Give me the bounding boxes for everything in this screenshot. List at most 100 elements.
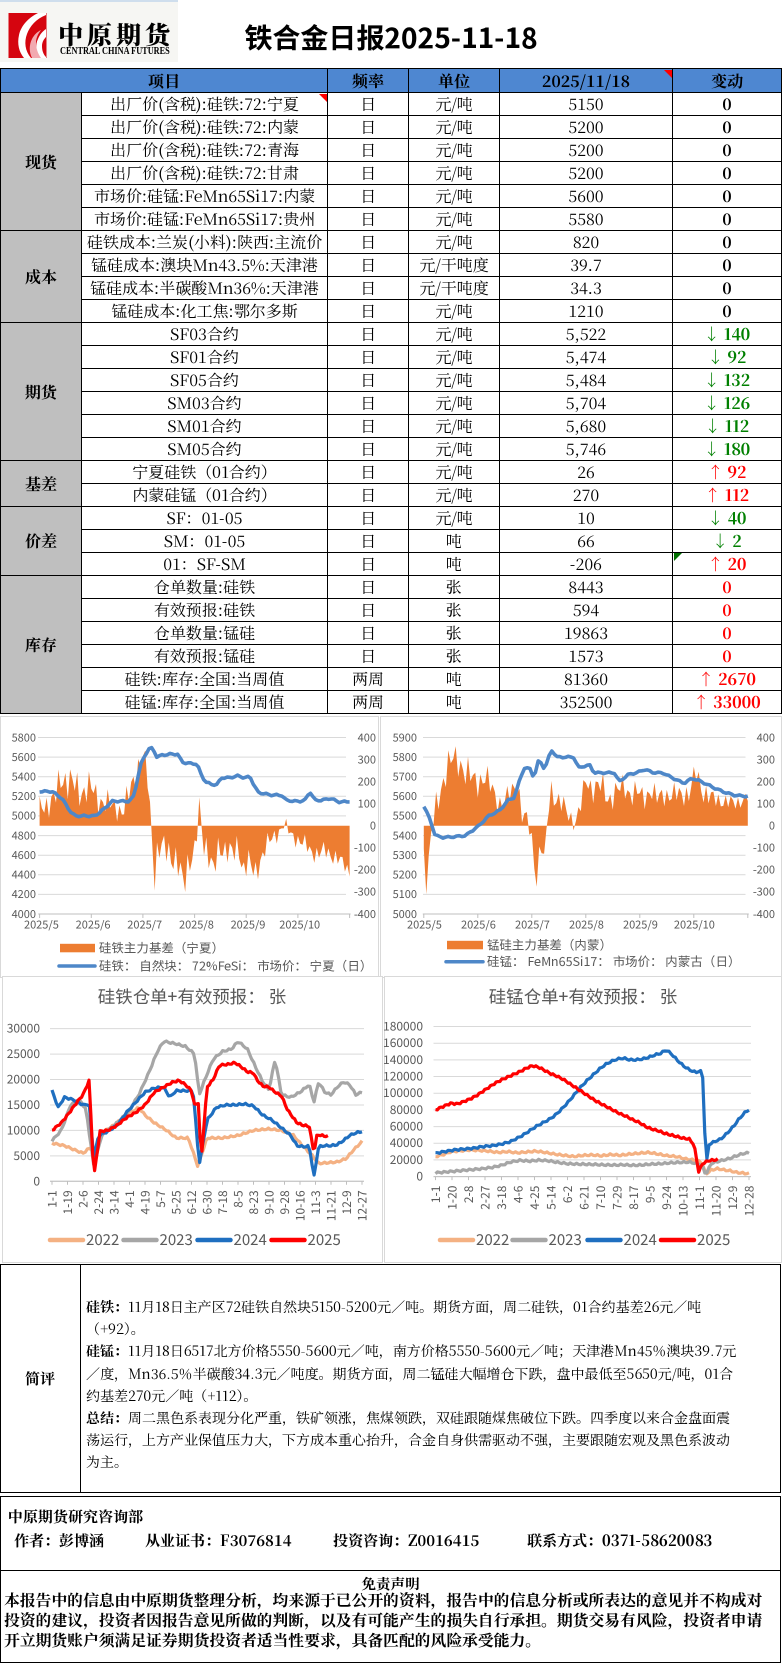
svg-text:2-27: 2-27	[477, 1185, 494, 1209]
svg-text:硅铁主力基差（宁夏）: 硅铁主力基差（宁夏）	[99, 938, 224, 957]
svg-text:4000: 4000	[12, 906, 36, 922]
svg-text:10-16: 10-16	[292, 1190, 309, 1221]
svg-text:5900: 5900	[393, 729, 417, 745]
svg-text:40000: 40000	[390, 1134, 424, 1151]
svg-text:5300: 5300	[393, 847, 417, 863]
svg-text:-300: -300	[753, 884, 775, 900]
svg-text:5000: 5000	[13, 1147, 40, 1164]
svg-text:5700: 5700	[393, 769, 417, 785]
svg-text:25000: 25000	[7, 1045, 41, 1062]
svg-text:0: 0	[33, 1172, 40, 1189]
svg-text:-400: -400	[354, 906, 376, 922]
svg-text:5000: 5000	[393, 906, 417, 922]
svg-text:6-2: 6-2	[559, 1185, 576, 1203]
svg-text:2025: 2025	[697, 1229, 730, 1250]
svg-text:2025/7: 2025/7	[127, 917, 162, 933]
svg-text:1-1: 1-1	[427, 1186, 444, 1203]
svg-text:12-9: 12-9	[338, 1190, 355, 1214]
svg-text:0: 0	[769, 818, 775, 834]
svg-text:7-29: 7-29	[609, 1185, 626, 1209]
svg-text:2025/6: 2025/6	[76, 917, 111, 933]
svg-text:硅铁： 自然块： 72%FeSi： 市场价： 宁夏（日）: 硅铁： 自然块： 72%FeSi： 市场价： 宁夏（日）	[99, 956, 372, 975]
svg-text:5400: 5400	[12, 769, 36, 785]
svg-text:10000: 10000	[7, 1121, 41, 1138]
svg-text:2-8: 2-8	[460, 1185, 477, 1203]
svg-text:2025: 2025	[308, 1229, 341, 1250]
svg-text:11-21: 11-21	[323, 1190, 340, 1221]
svg-text:2-24: 2-24	[90, 1190, 107, 1214]
svg-text:400: 400	[757, 729, 775, 745]
svg-text:120000: 120000	[384, 1068, 423, 1085]
svg-text:200: 200	[757, 773, 775, 789]
svg-text:4400: 4400	[12, 867, 36, 883]
svg-text:4800: 4800	[12, 827, 36, 843]
svg-text:5600: 5600	[12, 749, 36, 765]
svg-text:5-14: 5-14	[543, 1185, 560, 1209]
svg-text:2025/7: 2025/7	[515, 917, 550, 933]
svg-text:4600: 4600	[12, 847, 36, 863]
svg-text:5100: 5100	[393, 886, 417, 902]
svg-text:5500: 5500	[393, 808, 417, 824]
svg-text:2025/10: 2025/10	[674, 917, 715, 933]
svg-text:20000: 20000	[390, 1151, 424, 1168]
svg-text:-400: -400	[753, 906, 775, 922]
svg-text:6-21: 6-21	[576, 1186, 593, 1210]
svg-text:400: 400	[358, 729, 376, 745]
svg-text:2025/10: 2025/10	[279, 917, 320, 933]
svg-text:100: 100	[358, 796, 376, 812]
svg-text:2025/9: 2025/9	[231, 917, 266, 933]
svg-text:4-19: 4-19	[137, 1190, 154, 1214]
svg-text:11-3: 11-3	[307, 1190, 324, 1214]
svg-text:2025/5: 2025/5	[24, 917, 59, 933]
svg-text:2024: 2024	[234, 1229, 267, 1250]
svg-text:4-6: 4-6	[510, 1185, 527, 1203]
svg-text:5200: 5200	[393, 867, 417, 883]
svg-text:-200: -200	[354, 862, 376, 878]
svg-text:5800: 5800	[12, 729, 36, 745]
svg-text:8-23: 8-23	[245, 1190, 262, 1214]
svg-text:300: 300	[358, 751, 376, 767]
svg-text:5000: 5000	[12, 808, 36, 824]
svg-text:2024: 2024	[624, 1229, 657, 1250]
svg-text:60000: 60000	[390, 1118, 424, 1135]
svg-text:7-18: 7-18	[214, 1190, 231, 1214]
svg-text:160000: 160000	[384, 1034, 423, 1051]
svg-text:9-28: 9-28	[276, 1190, 293, 1214]
svg-text:4-25: 4-25	[526, 1185, 543, 1209]
svg-text:2025/8: 2025/8	[569, 917, 604, 933]
svg-text:8-5: 8-5	[230, 1190, 247, 1208]
svg-text:硅铁仓单+有效预报： 张: 硅铁仓单+有效预报： 张	[98, 984, 287, 1009]
svg-text:0: 0	[370, 818, 376, 834]
svg-text:9-24: 9-24	[658, 1185, 675, 1209]
svg-text:2022: 2022	[476, 1229, 509, 1250]
svg-text:80000: 80000	[390, 1101, 424, 1118]
svg-text:9-5: 9-5	[642, 1185, 659, 1203]
svg-text:11-20: 11-20	[708, 1185, 725, 1216]
svg-text:5200: 5200	[12, 788, 36, 804]
svg-text:3-18: 3-18	[493, 1185, 510, 1209]
svg-text:硅锰： FeMn65Si17： 市场价： 内蒙古（日）: 硅锰： FeMn65Si17： 市场价： 内蒙古（日）	[487, 951, 740, 970]
svg-text:20000: 20000	[7, 1071, 41, 1088]
svg-text:12-27: 12-27	[354, 1190, 371, 1221]
svg-text:5400: 5400	[393, 827, 417, 843]
svg-text:8-17: 8-17	[625, 1185, 642, 1209]
svg-text:140000: 140000	[384, 1051, 423, 1068]
svg-text:5-7: 5-7	[152, 1190, 169, 1208]
svg-text:11-1: 11-1	[691, 1186, 708, 1210]
svg-text:200: 200	[358, 773, 376, 789]
svg-text:1-19: 1-19	[59, 1190, 76, 1214]
svg-text:6-30: 6-30	[199, 1190, 216, 1214]
svg-text:2023: 2023	[160, 1229, 193, 1250]
svg-text:4-1: 4-1	[121, 1190, 138, 1207]
svg-text:100: 100	[757, 796, 775, 812]
svg-text:1-20: 1-20	[444, 1185, 461, 1209]
svg-text:-100: -100	[753, 840, 775, 856]
svg-text:-100: -100	[354, 840, 376, 856]
svg-text:30000: 30000	[7, 1020, 41, 1037]
svg-text:5-25: 5-25	[168, 1190, 185, 1214]
svg-text:2025/9: 2025/9	[623, 917, 658, 933]
svg-text:2022: 2022	[86, 1229, 119, 1250]
svg-text:12-28: 12-28	[741, 1185, 758, 1216]
svg-text:3-14: 3-14	[106, 1190, 123, 1214]
svg-text:10-13: 10-13	[675, 1186, 692, 1217]
